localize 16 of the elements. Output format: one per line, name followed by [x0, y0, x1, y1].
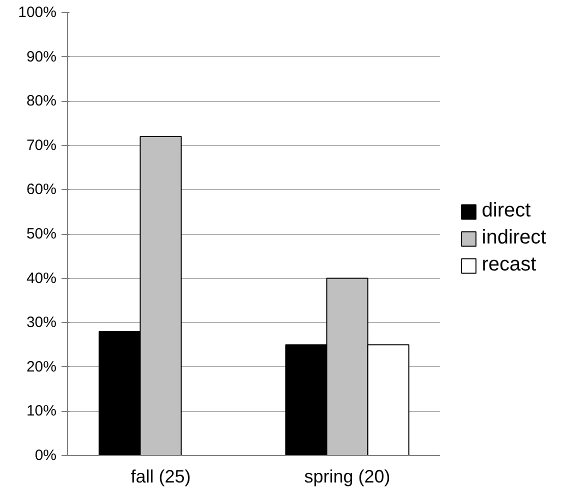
y-tick-label: 70%: [26, 136, 57, 154]
y-tick-label: 50%: [26, 226, 57, 242]
y-tick-label: 30%: [26, 314, 57, 332]
y-tick-label: 100%: [18, 4, 57, 21]
x-tick-label: spring (20): [304, 466, 390, 486]
y-tick-label: 90%: [26, 48, 57, 66]
y-tick-label: 60%: [26, 181, 57, 198]
y-tick-label: 10%: [26, 402, 57, 420]
y-tick-label: 20%: [26, 358, 57, 376]
y-tick-label: 80%: [26, 92, 57, 110]
legend-label: direct: [482, 200, 531, 222]
legend-label: indirect: [482, 226, 546, 250]
y-tick-label: 40%: [26, 270, 57, 287]
y-tick-label: 0%: [34, 447, 57, 464]
legend-label: recast: [482, 254, 536, 276]
x-tick-label: fall (25): [130, 466, 191, 486]
